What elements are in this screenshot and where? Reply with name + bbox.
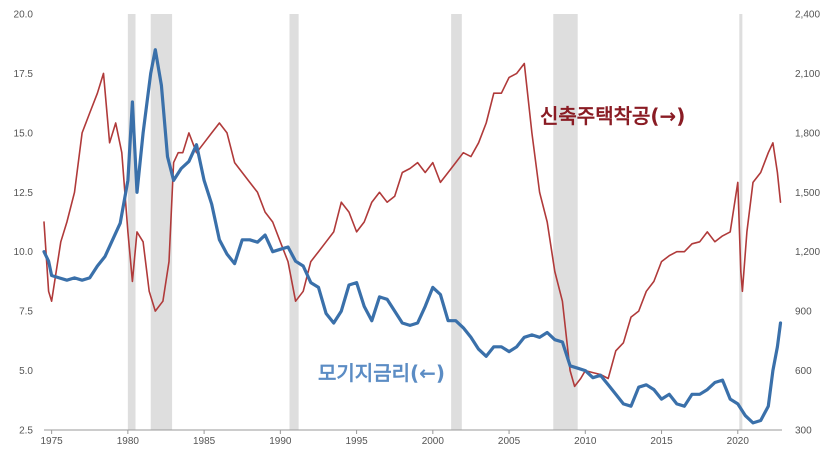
recession-band [451,14,462,430]
x-tick-label: 1980 [117,436,140,447]
y-left-tick-label: 15.0 [14,128,34,139]
x-tick-label: 1975 [40,436,63,447]
y-left-tick-label: 5.0 [19,366,33,377]
x-tick-label: 1990 [269,436,292,447]
y-left-tick-label: 17.5 [14,69,34,80]
recession-band [150,14,173,430]
x-tick-label: 2000 [422,436,445,447]
y-left-tick-label: 2.5 [19,426,33,437]
recession-bands [127,14,743,430]
y-right-tick-label: 900 [795,307,812,318]
y-left-tick-label: 12.5 [14,188,34,199]
y-right-tick-label: 300 [795,426,812,437]
y-left-tick-label: 20.0 [14,10,34,21]
recession-band [127,14,136,430]
y-right-tick-label: 1,500 [795,188,820,199]
x-tick-label: 2020 [727,436,750,447]
y-right-tick-label: 1,200 [795,247,820,258]
y-right-tick-label: 2,100 [795,69,820,80]
mortgage-rate-line [42,48,783,425]
x-axis: 1975 1980 1985 1990 1995 2000 2005 2010 2015 2020 [40,429,782,447]
recession-band [289,14,299,430]
series-layer [42,48,783,425]
y-left-tick-label: 10.0 [14,247,34,258]
y-left-tick-label: 7.5 [19,307,33,318]
right-axis: 300 600 900 1,200 1,500 1,800 2,100 2,400 [795,10,820,437]
recession-band [739,14,743,430]
mortgage-series-label: 모기지금리(←) [318,361,445,385]
y-right-tick-label: 2,400 [795,10,820,21]
housing-starts-line [43,62,782,388]
y-right-tick-label: 1,800 [795,128,820,139]
x-tick-label: 2005 [498,436,521,447]
housing-series-label: 신축주택착공(→) [540,104,685,128]
x-tick-label: 2015 [650,436,673,447]
y-right-tick-label: 600 [795,366,812,377]
x-tick-label: 1995 [345,436,368,447]
left-axis: 2.5 5.0 7.5 10.0 12.5 15.0 17.5 20.0 [14,10,34,437]
x-tick-label: 2010 [574,436,597,447]
recession-band [553,14,578,430]
x-tick-label: 1985 [193,436,216,447]
